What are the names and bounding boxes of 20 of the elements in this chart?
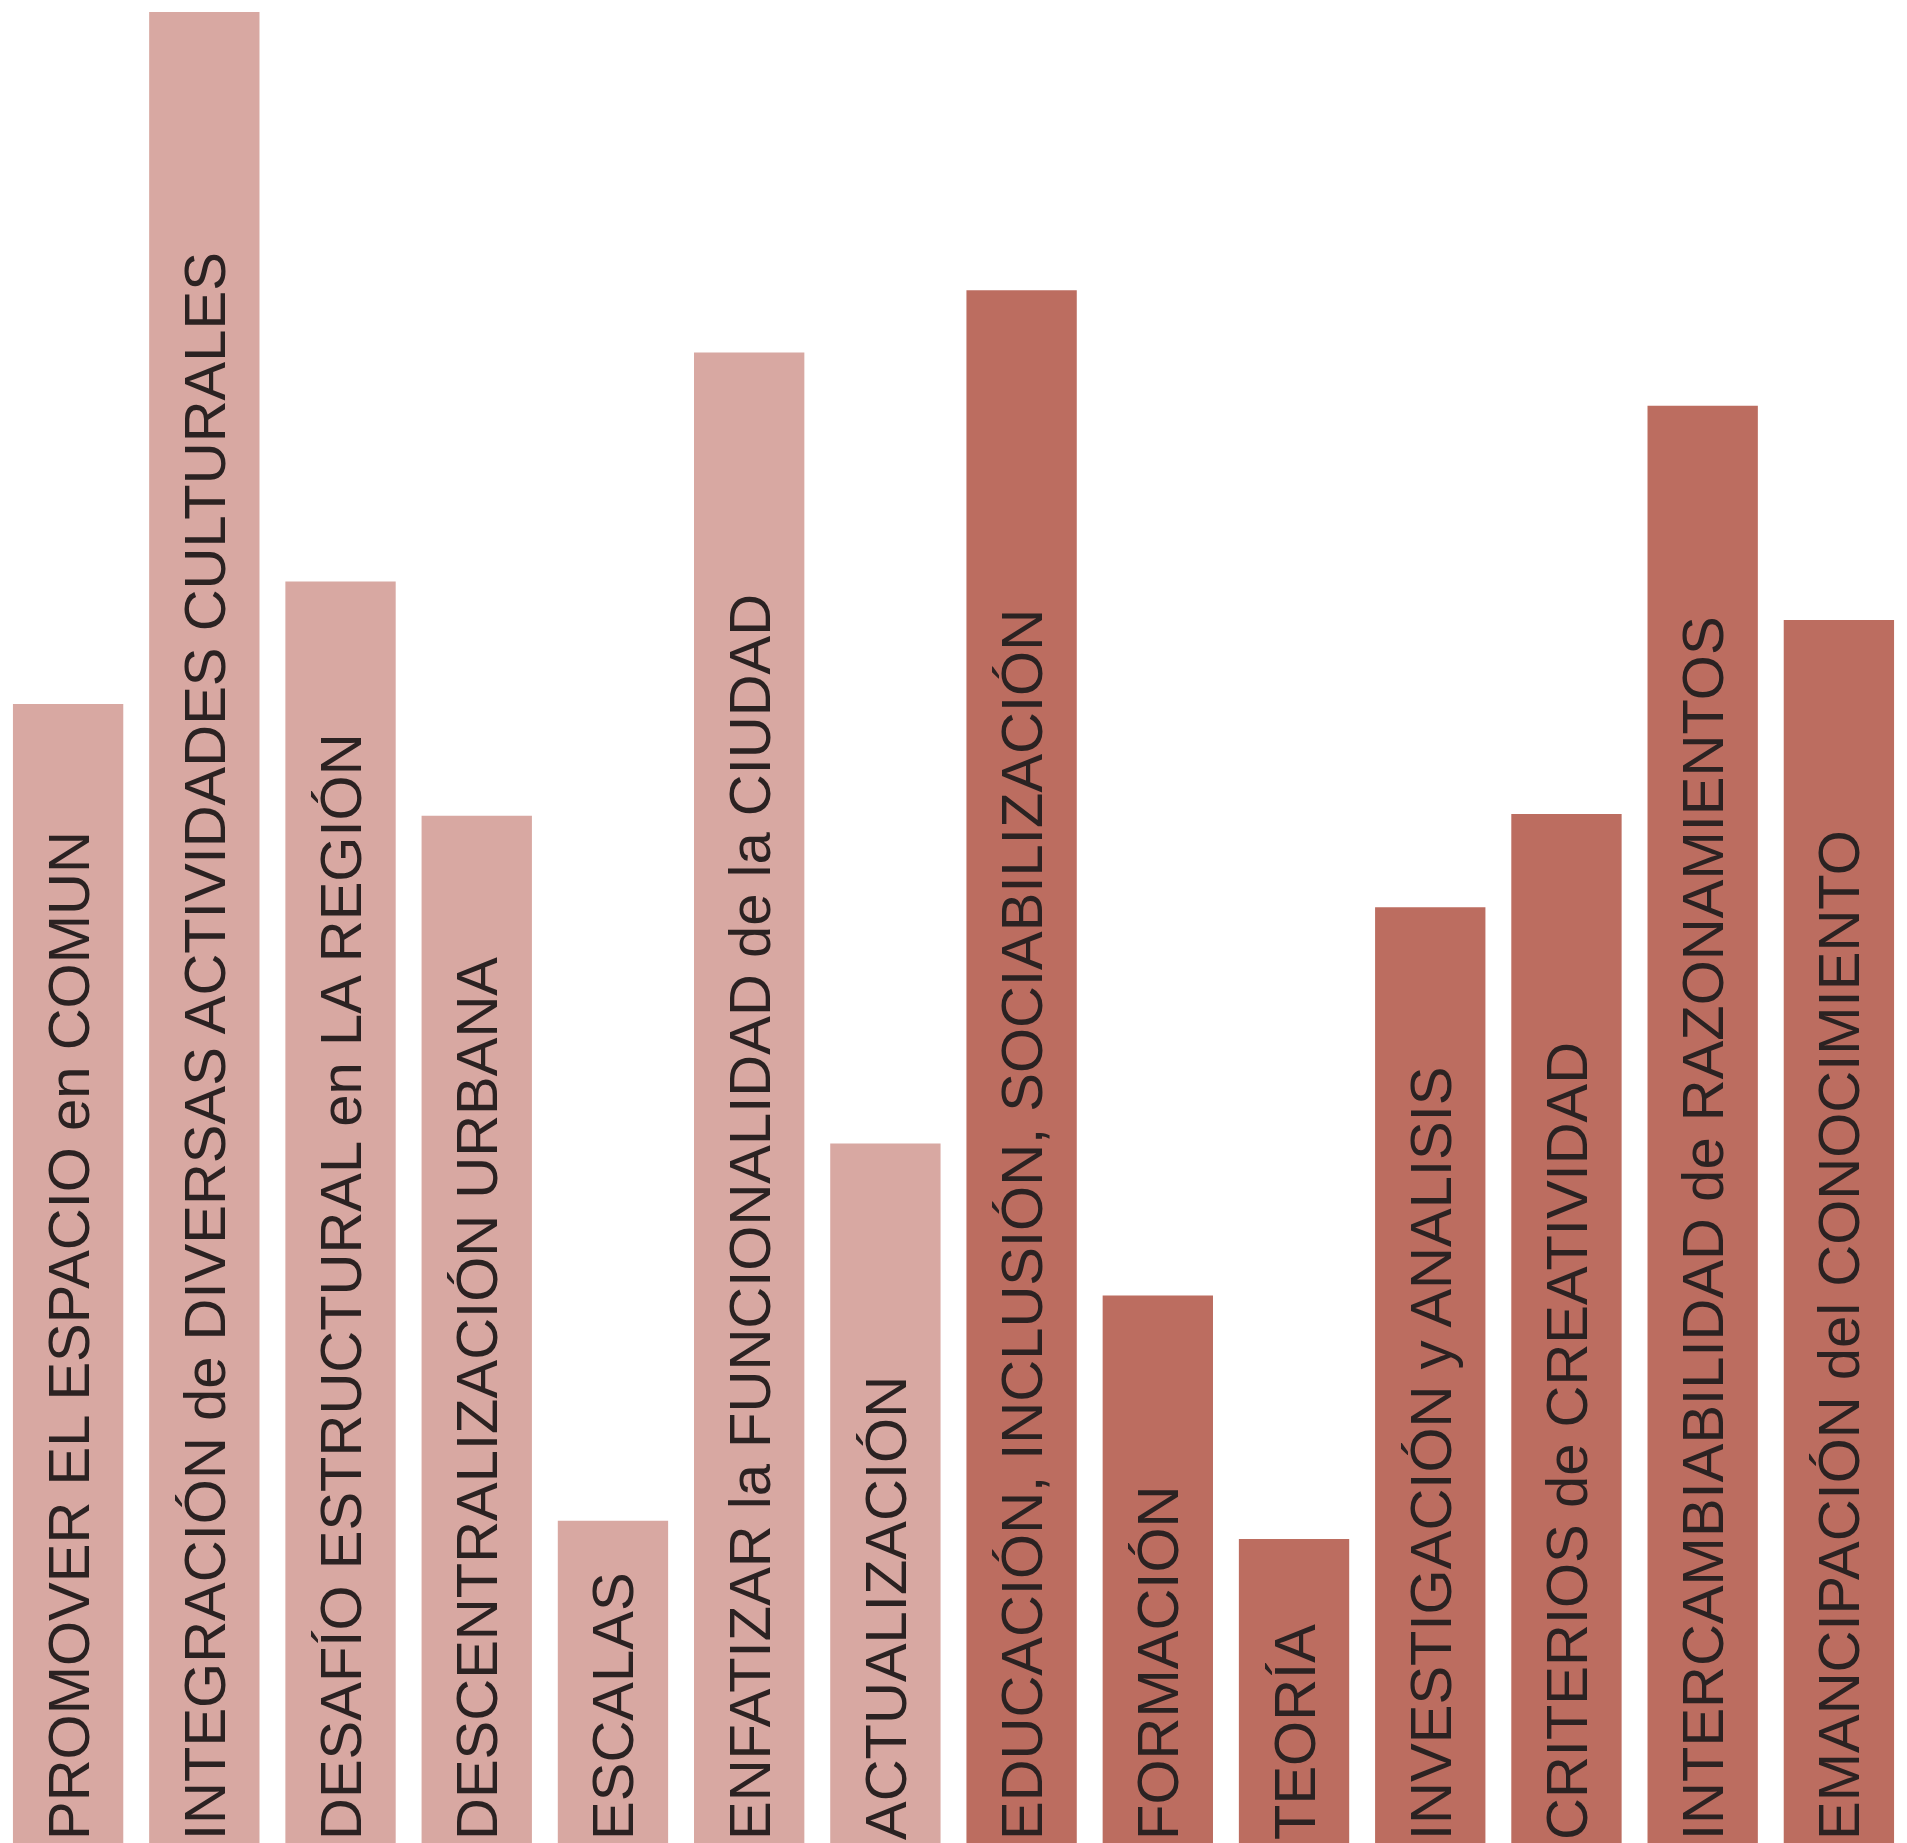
- x-tick-label: DESCENTRALIZACIÓN URBANA: [444, 956, 510, 1840]
- x-tick-label: EDUCACIÓN, INCLUSIÓN, SOCIABILIZACIÓN: [989, 608, 1055, 1840]
- x-tick-label: TEORÍA: [1261, 1623, 1327, 1840]
- x-tick-label: INVESTIGACIÓN y ANALISIS: [1397, 1066, 1463, 1840]
- bar: [966, 290, 1077, 1843]
- x-tick-label: FORMACIÓN: [1125, 1485, 1191, 1840]
- x-tick-label: DESAFÍO ESTRUCTURAL en LA REGIÓN: [308, 733, 374, 1840]
- x-tick-label: INTERCAMBIABILIDAD de RAZONAMIENTOS: [1670, 616, 1736, 1840]
- x-tick-label: ENFATIZAR la FUNCIONALIDAD de la CIUDAD: [716, 593, 782, 1840]
- bar: [1511, 813, 1622, 1843]
- bar: [1102, 1295, 1213, 1843]
- bar: [1238, 1539, 1350, 1843]
- x-tick-label: ACTUALIZACIÓN: [852, 1375, 918, 1840]
- x-tick-label: CRITERIOS de CREATIVIDAD: [1533, 1041, 1599, 1840]
- x-tick-label: INTEGRACIÓN de DIVERSAS ACTIVIDADES CULTURALES: [171, 252, 237, 1840]
- bar: [830, 1143, 941, 1843]
- x-tick-label: ESCALAS: [580, 1572, 646, 1840]
- x-tick-label: EMANCIPACIÓN del CONOCIMIENTO: [1806, 830, 1872, 1840]
- bar: [285, 581, 396, 1843]
- x-tick-label: PROMOVER EL ESPACIO en COMUN: [35, 831, 101, 1840]
